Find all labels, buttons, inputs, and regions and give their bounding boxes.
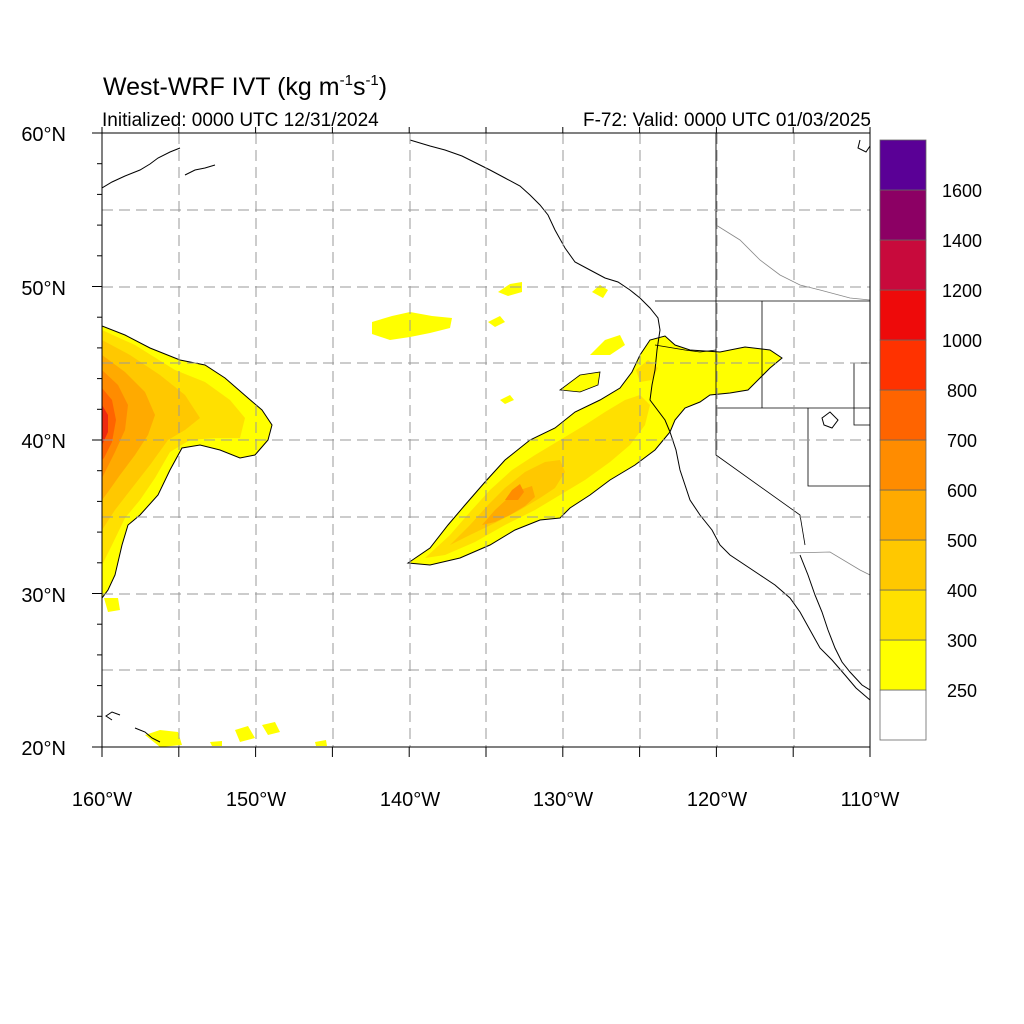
colorbar-label: 700 (947, 431, 977, 451)
lat-label-40: 40°N (21, 431, 66, 453)
title-units-open: (kg m (277, 73, 340, 101)
colorbar-label: 1400 (942, 231, 982, 251)
colorbar-bin (879, 339, 927, 391)
ivt-patch-1 (372, 312, 452, 340)
lat-label-60: 60°N (21, 124, 66, 146)
lon-label-160w: 160°W (72, 789, 132, 811)
borders (654, 133, 870, 576)
colorbar-bin (879, 589, 927, 641)
lat-label-30: 30°N (21, 585, 66, 607)
colorbar-label: 1000 (942, 331, 982, 351)
title-model: West-WRF IVT (103, 73, 271, 101)
map-title: West-WRF IVT (kg m-1s-1) (103, 72, 387, 102)
colorbar-bin (879, 139, 927, 191)
coast-us-west (669, 431, 870, 701)
colorbar-bin (879, 289, 927, 341)
coast-alaska (102, 147, 181, 189)
colorbar-label: 800 (947, 381, 977, 401)
colorbar-bin (879, 389, 927, 441)
lon-label-120w: 120°W (687, 789, 747, 811)
colorbar-label: 1200 (942, 281, 982, 301)
lon-label-110w: 110°W (841, 789, 900, 811)
lon-label-130w: 130°W (533, 789, 593, 811)
colorbar-bin (879, 189, 927, 241)
lat-label-20: 20°N (21, 738, 66, 760)
initialized-label: Initialized: 0000 UTC 12/31/2024 (102, 110, 379, 131)
colorbar-label: 250 (947, 681, 977, 701)
lat-label-50: 50°N (21, 278, 66, 300)
graticule (102, 133, 870, 747)
title-units-close: ) (378, 73, 388, 101)
lon-axis-labels: 160°W 150°W 140°W 130°W 120°W 110°W (72, 789, 900, 811)
colorbar-bin (879, 489, 927, 541)
coastlines (102, 139, 870, 743)
coast-baja (799, 554, 870, 691)
colorbar-bin (879, 239, 927, 291)
colorbar: 250 300 400 500 600 700 800 1000 1200 1400 1600 (879, 139, 982, 741)
colorbar-label: 1600 (942, 181, 982, 201)
axis-ticks (92, 127, 871, 757)
lat-axis-labels: 20°N 30°N 40°N 50°N 60°N (21, 124, 66, 760)
colorbar-label: 600 (947, 481, 977, 501)
colorbar-bin (879, 439, 927, 491)
lon-label-140w: 140°W (380, 789, 440, 811)
colorbar-bin (879, 689, 927, 741)
colorbar-bin (879, 539, 927, 591)
valid-time-label: F-72: Valid: 0000 UTC 01/03/2025 (583, 110, 871, 131)
lon-label-150w: 150°W (226, 789, 286, 811)
colorbar-bin (879, 639, 927, 691)
title-units-exp2: -1 (365, 72, 379, 89)
colorbar-label: 400 (947, 581, 977, 601)
colorbar-label: 500 (947, 531, 977, 551)
ivt-shading (102, 282, 783, 747)
title-units-exp1: -1 (339, 72, 353, 89)
colorbar-label: 300 (947, 631, 977, 651)
title-units-mid: s (352, 73, 366, 101)
